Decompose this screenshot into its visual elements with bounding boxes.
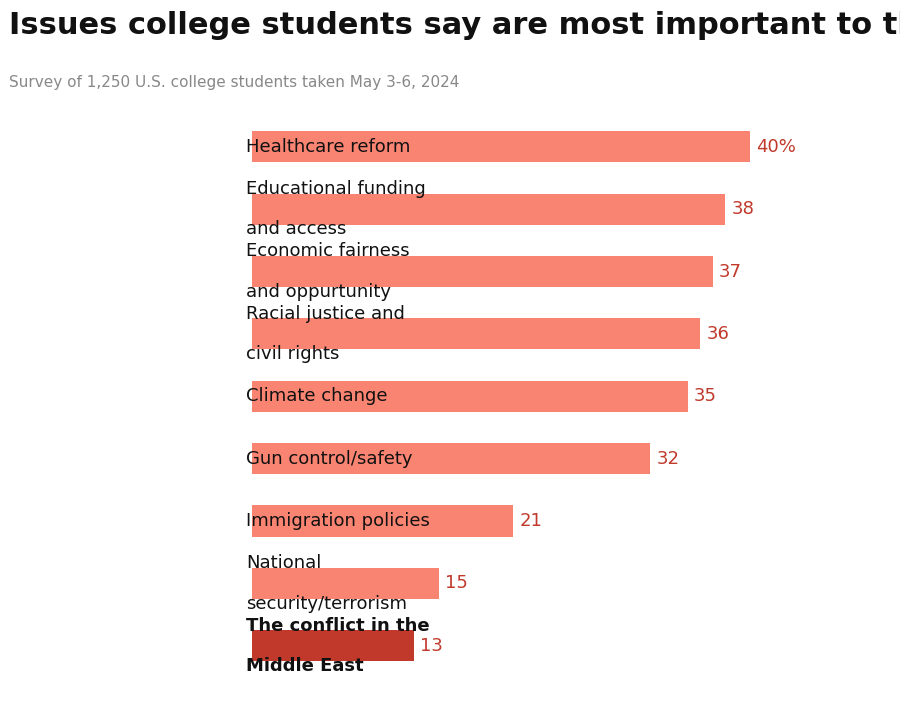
Text: 13: 13: [420, 637, 443, 655]
Text: and oppurtunity: and oppurtunity: [246, 283, 391, 301]
Bar: [252, 381, 688, 412]
Text: 38: 38: [731, 200, 754, 218]
Text: Immigration policies: Immigration policies: [246, 512, 429, 530]
Text: 37: 37: [719, 263, 742, 281]
Text: Economic fairness: Economic fairness: [246, 242, 410, 261]
Bar: [252, 506, 513, 537]
Text: civil rights: civil rights: [246, 345, 339, 363]
Text: The conflict in the: The conflict in the: [246, 617, 429, 635]
Text: 35: 35: [694, 387, 717, 406]
Bar: [252, 568, 438, 599]
Text: 36: 36: [706, 325, 729, 343]
Text: 21: 21: [519, 512, 543, 530]
Bar: [252, 256, 713, 287]
Text: 40%: 40%: [756, 138, 796, 156]
Text: National: National: [246, 554, 321, 572]
Text: 32: 32: [656, 450, 680, 468]
Text: Educational funding: Educational funding: [246, 180, 426, 198]
Bar: [252, 630, 414, 661]
Bar: [252, 318, 700, 349]
Text: Gun control/safety: Gun control/safety: [246, 450, 412, 468]
Text: security/terrorism: security/terrorism: [246, 595, 407, 613]
Text: Climate change: Climate change: [246, 387, 387, 406]
Text: Racial justice and: Racial justice and: [246, 305, 405, 323]
Bar: [252, 443, 651, 474]
Text: Survey of 1,250 U.S. college students taken May 3-6, 2024: Survey of 1,250 U.S. college students ta…: [9, 75, 459, 90]
Text: 15: 15: [445, 575, 468, 593]
Text: Issues college students say are most important to them: Issues college students say are most imp…: [9, 11, 900, 40]
Bar: [252, 193, 725, 225]
Text: Healthcare reform: Healthcare reform: [246, 138, 410, 156]
Bar: [252, 131, 750, 162]
Text: and access: and access: [246, 221, 346, 238]
Text: Middle East: Middle East: [246, 657, 364, 675]
